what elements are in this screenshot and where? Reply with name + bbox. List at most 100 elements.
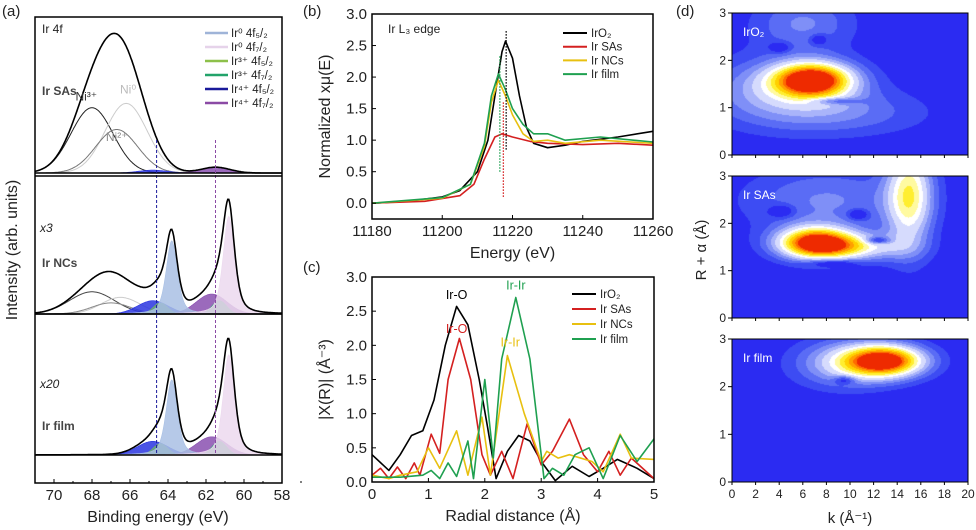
legend-label: Ir film xyxy=(600,334,628,346)
legend-label: Ir⁴⁺ 4f₅/₂ xyxy=(231,84,274,96)
x-tick-label: 20 xyxy=(961,487,975,501)
y-tick-label: 2 xyxy=(719,53,726,67)
heatmap-label: Ir SAs xyxy=(743,188,776,202)
x-tick-label: 14 xyxy=(891,487,905,501)
legend-label: Ir SAs xyxy=(591,42,623,54)
xps-envelope-2 xyxy=(35,337,282,456)
peak-annotation: Ir-Ir xyxy=(506,278,525,292)
x-tick-label: 16 xyxy=(914,487,928,501)
panel-b-title: Ir L₃ edge xyxy=(388,22,441,36)
legend-label: Ir⁴⁺ 4f₇/₂ xyxy=(231,98,273,110)
series-line-ir-sas xyxy=(371,133,654,204)
y-tick-label: 0.5 xyxy=(346,440,367,457)
series-line-ir-film xyxy=(371,73,654,204)
x-tick-label: 64 xyxy=(160,487,177,504)
plot-frame-a xyxy=(34,16,283,484)
y-tick-label: 1 xyxy=(719,427,726,441)
y-tick-label: 0 xyxy=(719,475,726,489)
y-tick-label: 2.5 xyxy=(346,303,367,320)
series-line-ir-ncs xyxy=(371,79,654,204)
y-axis-label: |X(R)| (Å⁻³) xyxy=(315,339,334,420)
x-tick-label: 11220 xyxy=(492,223,533,240)
y-tick-label: 0 xyxy=(719,148,726,162)
x-tick-label: 0 xyxy=(729,487,736,501)
y-tick-label: 3 xyxy=(719,6,726,20)
y-tick-label: 0 xyxy=(719,311,726,325)
panel-label-c: (c) xyxy=(303,259,321,276)
x-axis-label: Binding energy (eV) xyxy=(87,509,228,526)
sample-label: Ir SAs xyxy=(42,84,77,98)
y-tick-label: 3 xyxy=(719,169,726,183)
panel-label-a: (a) xyxy=(2,3,20,20)
legend-label: IrO₂ xyxy=(591,28,611,40)
xps-component-0-0 xyxy=(34,107,282,174)
x-tick-label: 10 xyxy=(843,487,857,501)
x-axis-label: Energy (eV) xyxy=(470,245,555,262)
y-tick-label: 0.5 xyxy=(346,164,367,181)
y-tick-label: 0.0 xyxy=(346,474,367,491)
x-tick-label: 66 xyxy=(122,487,139,504)
sample-label: Ir film xyxy=(42,419,75,433)
y-tick-label: 3.0 xyxy=(346,269,367,286)
y-axis-label: Normalized xμ(E) xyxy=(317,55,334,179)
x-tick-label: 70 xyxy=(46,487,63,504)
x-tick-label: 1 xyxy=(424,486,432,503)
xps-annotation: Ni³⁺ xyxy=(75,90,97,104)
x-tick-label: 11180 xyxy=(352,223,392,240)
wavelet-map-iro2 xyxy=(732,13,968,155)
x-tick-label: 4 xyxy=(593,486,601,503)
panel-a-title: Ir 4f xyxy=(42,22,63,36)
xps-annotation: Ni²⁺ xyxy=(106,130,128,144)
peak-annotation: Ir-O xyxy=(446,288,468,302)
legend-label: Ir³⁺ 4f₅/₂ xyxy=(231,56,273,68)
multiplier-label: x3 xyxy=(39,221,53,235)
x-tick-label: 4 xyxy=(776,487,783,501)
x-tick-label: 5 xyxy=(650,486,658,503)
panel-label-d: (d) xyxy=(676,3,694,20)
y-tick-label: 2 xyxy=(719,216,726,230)
x-tick-label: 12 xyxy=(867,487,881,501)
heatmap-label: Ir film xyxy=(743,351,772,365)
y-axis-label: Intensity (arb. units) xyxy=(4,180,21,321)
x-axis-label: Radial distance (Å) xyxy=(445,506,580,525)
x-tick-label: 2 xyxy=(752,487,759,501)
sample-label: Ir NCs xyxy=(42,256,78,270)
x-tick-label: 3 xyxy=(537,486,545,503)
x-tick-label: 0 xyxy=(368,486,376,503)
x-tick-label: 58 xyxy=(274,487,291,504)
y-tick-label: 3 xyxy=(719,332,726,346)
panel-label-b: (b) xyxy=(303,3,321,20)
x-axis-label: k (Å⁻¹) xyxy=(828,510,873,527)
y-tick-label: 2.0 xyxy=(346,69,367,86)
x-tick-label: 11260 xyxy=(633,223,674,240)
y-tick-label: 0.0 xyxy=(346,195,367,212)
legend-label: Ir⁰ 4f₇/₂ xyxy=(231,42,267,54)
x-tick-label: 6 xyxy=(799,487,806,501)
y-tick-label: 1.0 xyxy=(346,132,367,149)
x-tick-label: 18 xyxy=(938,487,952,501)
y-tick-label: 1 xyxy=(719,101,726,115)
x-tick-label: 60 xyxy=(236,487,253,504)
x-tick-label: 8 xyxy=(823,487,830,501)
legend-label: Ir SAs xyxy=(600,304,632,316)
y-tick-label: 2.0 xyxy=(346,337,367,354)
legend-label: Ir NCs xyxy=(591,55,624,67)
xps-envelope-1 xyxy=(34,198,282,314)
y-tick-label: 1.5 xyxy=(346,101,367,118)
legend-label: Ir NCs xyxy=(600,319,633,331)
peak-annotation: Ir-Ir xyxy=(500,336,519,350)
x-tick-label: 62 xyxy=(198,487,215,504)
xps-component-0-1 xyxy=(35,102,282,174)
y-axis-label: R + α (Å) xyxy=(693,220,710,281)
xps-annotation: Ni⁰ xyxy=(120,82,136,96)
wavelet-map-ir-sas xyxy=(732,176,968,318)
x-tick-label: 2 xyxy=(481,486,489,503)
y-tick-label: 1 xyxy=(719,264,726,278)
xps-component-2-5 xyxy=(34,354,283,456)
wavelet-map-ir-film xyxy=(732,339,968,482)
legend-label: Ir film xyxy=(591,69,619,81)
series-line-ir-film xyxy=(372,296,655,480)
x-tick-label: 11240 xyxy=(562,223,603,240)
